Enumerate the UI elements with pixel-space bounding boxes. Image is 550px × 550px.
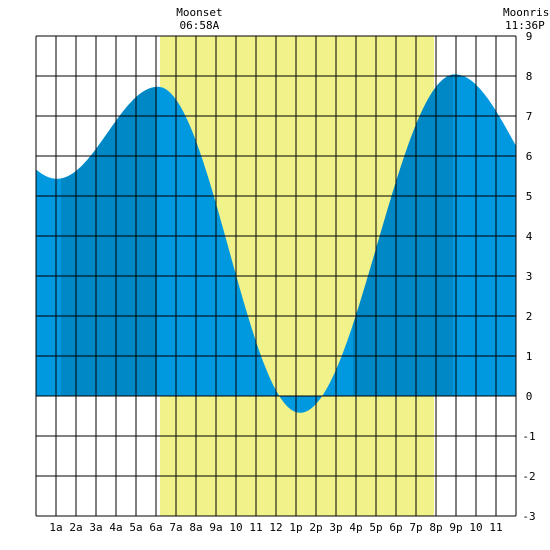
x-tick-label: 3p xyxy=(329,521,342,534)
x-tick-label: 11 xyxy=(249,521,262,534)
x-tick-label: 5a xyxy=(129,521,142,534)
x-tick-label: 9a xyxy=(209,521,222,534)
moonset-time: 06:58A xyxy=(180,19,220,32)
x-tick-label: 3a xyxy=(89,521,102,534)
x-tick-label: 4p xyxy=(349,521,362,534)
y-tick-label: -1 xyxy=(522,430,535,443)
x-tick-label: 8a xyxy=(189,521,202,534)
y-tick-label: 3 xyxy=(526,270,533,283)
y-tick-label: 0 xyxy=(526,390,533,403)
x-tick-label: 2p xyxy=(309,521,322,534)
x-tick-label: 1p xyxy=(289,521,302,534)
y-tick-label: -3 xyxy=(522,510,535,523)
x-tick-label: 11 xyxy=(489,521,502,534)
event-labels: Moonset 06:58A Moonrise 11:36P xyxy=(176,6,550,32)
y-tick-label: 8 xyxy=(526,70,533,83)
moonrise-time: 11:36P xyxy=(505,19,545,32)
x-tick-label: 2a xyxy=(69,521,82,534)
x-tick-label: 6a xyxy=(149,521,162,534)
x-tick-label: 10 xyxy=(229,521,242,534)
y-tick-label: 9 xyxy=(526,30,533,43)
moonset-label: Moonset xyxy=(176,6,222,19)
x-tick-label: 5p xyxy=(369,521,382,534)
moonrise-label: Moonrise xyxy=(503,6,550,19)
y-tick-label: 5 xyxy=(526,190,533,203)
x-axis-labels: 1a 2a 3a 4a 5a 6a 7a 8a 9a 10 11 12 1p 2p 3p 4p 5p 6p 7p 8p… xyxy=(49,521,502,534)
y-tick-label: 2 xyxy=(526,310,533,323)
night-tide-region xyxy=(61,86,157,397)
y-tick-label: 6 xyxy=(526,150,533,163)
x-tick-label: 1a xyxy=(49,521,62,534)
x-tick-label: 8p xyxy=(429,521,442,534)
y-tick-label: -2 xyxy=(522,470,535,483)
y-tick-label: 4 xyxy=(526,230,533,243)
x-tick-label: 10 xyxy=(469,521,482,534)
y-tick-label: 7 xyxy=(526,110,533,123)
x-tick-label: 7p xyxy=(409,521,422,534)
x-tick-label: 4a xyxy=(109,521,122,534)
x-tick-label: 12 xyxy=(269,521,282,534)
grid-lines xyxy=(35,35,517,517)
x-tick-label: 9p xyxy=(449,521,462,534)
x-tick-label: 7a xyxy=(169,521,182,534)
x-tick-label: 6p xyxy=(389,521,402,534)
y-tick-label: 1 xyxy=(526,350,533,363)
y-axis-labels: -3 -2 -1 0 1 2 3 4 5 6 7 8 9 xyxy=(522,30,535,523)
